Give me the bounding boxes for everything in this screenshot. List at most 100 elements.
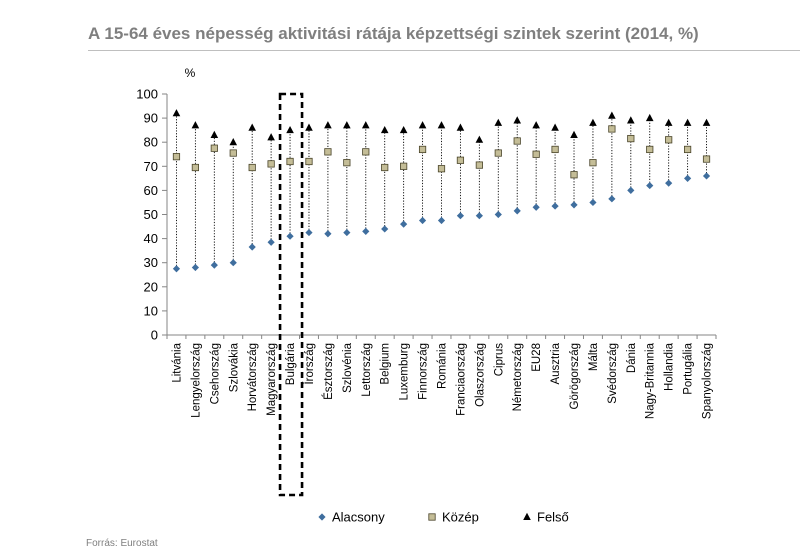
y-tick-label: 20 [144, 279, 158, 294]
point-triangle [532, 121, 540, 129]
point-diamond [475, 212, 483, 220]
point-triangle [191, 121, 200, 129]
point-diamond [551, 202, 559, 210]
point-triangle [608, 111, 616, 119]
point-square [305, 157, 313, 166]
point-square [551, 145, 559, 154]
point-triangle [324, 121, 332, 129]
point-diamond [418, 216, 427, 225]
legend-marker-diamond [318, 513, 326, 521]
point-triangle [664, 118, 673, 126]
point-diamond [191, 263, 199, 272]
x-tick-label: Olaszország [474, 343, 486, 407]
highlight-group [278, 92, 304, 497]
range-lines [176, 113, 707, 269]
point-diamond [305, 228, 313, 237]
point-triangle [248, 123, 256, 131]
x-tick-labels: Litvánia Lengyelország Csehország Szlovákia… [171, 342, 713, 419]
point-square [570, 171, 578, 179]
point-square [627, 134, 635, 143]
point-diamond [532, 203, 540, 211]
x-tick-label: Lengyelország [190, 343, 202, 418]
point-square [475, 161, 483, 169]
y-tick-label: 60 [144, 183, 158, 198]
point-triangle [267, 133, 275, 141]
y-tick-label: 10 [144, 303, 158, 318]
x-tick-label: Szlovákia [228, 342, 240, 392]
point-triangle [210, 130, 219, 138]
y-tick-label: 100 [136, 87, 158, 102]
point-diamond [589, 198, 597, 207]
point-square [267, 160, 275, 168]
point-square [286, 157, 294, 166]
point-triangle [513, 116, 522, 124]
x-tick-label: Belgium [380, 343, 392, 385]
point-square [248, 163, 256, 172]
point-triangle [399, 125, 408, 134]
point-diamond [456, 212, 465, 220]
point-square [684, 145, 692, 154]
x-tick-label: Szlovénia [342, 342, 354, 392]
data-points [172, 109, 711, 273]
point-diamond [513, 207, 521, 215]
point-triangle [570, 130, 578, 138]
y-tick-label: 40 [144, 231, 158, 246]
x-tick-label: Dánia [626, 342, 638, 373]
point-triangle [361, 121, 370, 129]
highlight-box [278, 92, 304, 497]
point-triangle [343, 121, 351, 129]
point-square [400, 162, 408, 170]
point-diamond [248, 243, 256, 251]
point-triangle [380, 125, 389, 134]
x-tick-label: Hollandia [664, 342, 676, 391]
chart-title: A 15-64 éves népesség aktivitási rátája … [88, 24, 699, 43]
point-triangle [475, 135, 484, 143]
point-square [362, 148, 370, 156]
x-tick-label: Svédország [607, 343, 619, 404]
point-triangle [172, 109, 181, 117]
x-tick-label: Németország [512, 343, 524, 411]
legend-label: Közép [442, 510, 479, 525]
x-tick-label: Nagy-Britannia [645, 342, 657, 419]
x-tick-label: Finnország [418, 343, 430, 400]
y-tick-label: 80 [144, 135, 158, 150]
point-triangle [456, 123, 465, 131]
y-tick-label: 70 [144, 159, 158, 174]
x-tick-label: Észtország [322, 343, 335, 400]
point-square [172, 153, 181, 161]
point-square [343, 159, 351, 167]
point-triangle [437, 121, 446, 129]
x-tick-label: Bulgária [285, 342, 297, 385]
y-tick-label: 0 [151, 328, 158, 343]
point-square [589, 159, 597, 167]
point-triangle [683, 118, 692, 126]
legend-marker-square [428, 513, 436, 521]
x-tick-label: Luxemburg [399, 343, 411, 401]
point-triangle [418, 121, 427, 129]
x-tick-label: Portugália [683, 342, 695, 394]
y-tick-label: 30 [144, 255, 158, 270]
point-diamond [665, 179, 673, 187]
point-square [608, 125, 616, 133]
point-square [456, 156, 465, 164]
point-diamond [210, 261, 218, 269]
point-diamond [437, 216, 446, 225]
point-triangle [702, 118, 711, 126]
point-square [191, 163, 199, 172]
x-tick-label: Csehország [209, 343, 221, 404]
x-tick-label: Ciprus [493, 343, 505, 376]
point-diamond [570, 201, 578, 209]
point-triangle [627, 116, 635, 124]
point-triangle [305, 123, 313, 131]
point-diamond [684, 174, 692, 182]
point-triangle [286, 125, 294, 134]
point-square [324, 148, 332, 156]
point-diamond [362, 227, 370, 235]
x-tick-label: Görögország [569, 343, 581, 409]
point-diamond [172, 265, 181, 273]
x-tick-label: Horvátország [247, 343, 259, 411]
x-tick-label: Ausztria [550, 342, 562, 384]
point-square [494, 149, 502, 157]
point-square [532, 150, 540, 158]
x-tick-label: Litvánia [171, 342, 183, 382]
